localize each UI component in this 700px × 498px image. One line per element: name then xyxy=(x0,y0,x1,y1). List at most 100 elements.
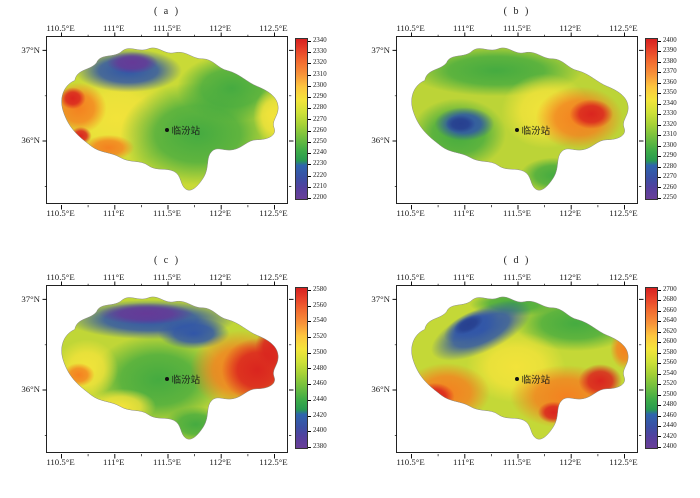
colorbar-tick-label: 2200 xyxy=(308,194,327,202)
colorbar-tick-label: 2340 xyxy=(308,37,327,45)
colorbar-tick-label: 2380 xyxy=(308,443,327,451)
lon-tick-label: 110.5°E xyxy=(396,208,425,218)
lon-tick-label: 112°E xyxy=(559,272,582,282)
lon-tick-label: 112°E xyxy=(559,457,582,467)
panel-a-title: ( a ) xyxy=(153,6,181,17)
lon-tick-label: 111.5°E xyxy=(502,272,532,282)
lon-tick-label: 111°E xyxy=(453,457,475,467)
station-dot-icon xyxy=(164,128,169,133)
panel-d-title: ( d ) xyxy=(503,255,531,266)
colorbar-tick-label: 2340 xyxy=(658,100,677,108)
lon-tick-label: 111.5°E xyxy=(502,457,532,467)
lon-tick-label: 112.5°E xyxy=(259,272,288,282)
lat-tick-label: 36°N xyxy=(371,384,390,394)
colorbar-tick-labels: 2580 2560 2540 2520 2500 2480 2460 2440 2420 2400… xyxy=(308,286,327,451)
panel-a-contour-map xyxy=(61,47,279,191)
panel-b-lon-axis-top: 110.5°E 111°E 111.5°E 112°E 112.5°E xyxy=(396,20,638,36)
lat-tick-label: 37°N xyxy=(371,45,390,55)
colorbar-tick-label: 2540 xyxy=(658,370,677,378)
colorbar-tick-label: 2300 xyxy=(658,142,677,150)
station-label: 临汾站 xyxy=(521,127,551,138)
panel-c-lat-axis: 37°N 36°N xyxy=(2,285,46,453)
lon-tick-label: 112.5°E xyxy=(259,208,288,218)
colorbar-tick-label: 2560 xyxy=(658,359,677,367)
colorbar-tick-label: 2520 xyxy=(308,333,327,341)
lon-tick-label: 110.5°E xyxy=(46,457,75,467)
panel-a: ( a ) 110.5°E 111°E 111.5°E 112°E 112.5°E 37… xyxy=(0,0,350,249)
panel-a-map-plot: 临汾站 xyxy=(42,32,294,210)
panel-a-colorbar: 2340 2330 2320 2310 2300 2290 2280 2270 2260 2250… xyxy=(288,36,350,204)
colorbar-tick-label: 2400 xyxy=(308,428,327,435)
colorbar-tick-label: 2420 xyxy=(658,433,677,441)
panel-d-map-plot: 临汾站 xyxy=(392,281,644,459)
lon-tick-label: 112.5°E xyxy=(259,457,288,467)
station-dot-icon xyxy=(514,128,519,133)
colorbar-tick-labels: 2400 2390 2380 2370 2360 2350 2340 2330 2320 2310… xyxy=(658,37,677,202)
panel-c-colorbar: 2580 2560 2540 2520 2500 2480 2460 2440 2420 2400… xyxy=(288,285,350,453)
lat-tick-label: 36°N xyxy=(371,135,390,145)
lon-tick-label: 112.5°E xyxy=(259,23,288,33)
panel-a-lon-axis-bottom: 110.5°E 111°E 111.5°E 112°E 112.5°E xyxy=(46,204,288,220)
colorbar-tick-label: 2600 xyxy=(658,339,677,346)
panel-b-colorbar: 2400 2390 2380 2370 2360 2350 2340 2330 2320 2310… xyxy=(638,36,700,204)
colorbar-tick-label: 2400 xyxy=(658,37,677,45)
lon-tick-label: 112°E xyxy=(209,272,232,282)
lon-tick-label: 112.5°E xyxy=(609,208,638,218)
lon-tick-label: 111°E xyxy=(453,272,475,282)
colorbar-tick-label: 2370 xyxy=(658,69,677,76)
colorbar-tick-label: 2330 xyxy=(658,110,677,118)
panel-d-lat-axis: 37°N 36°N xyxy=(352,285,396,453)
lon-tick-label: 111.5°E xyxy=(502,208,532,218)
panel-a-lon-axis-top: 110.5°E 111°E 111.5°E 112°E 112.5°E xyxy=(46,20,288,36)
colorbar-tick-label: 2210 xyxy=(308,183,327,191)
colorbar-tick-label: 2500 xyxy=(308,349,327,357)
lon-tick-label: 110.5°E xyxy=(396,23,425,33)
colorbar-tick-label: 2580 xyxy=(658,349,677,357)
lon-tick-label: 110.5°E xyxy=(396,457,425,467)
lon-tick-label: 111.5°E xyxy=(152,23,182,33)
colorbar-tick-label: 2360 xyxy=(658,79,677,87)
colorbar-tick-label: 2350 xyxy=(658,90,677,97)
panel-d-colorbar: 2700 2680 2660 2640 2620 2600 2580 2560 2540 2520… xyxy=(638,285,700,453)
colorbar-tick-label: 2480 xyxy=(658,401,677,409)
colorbar-tick-label: 2480 xyxy=(308,365,327,373)
colorbar-gradient xyxy=(295,38,308,200)
panel-d-lon-axis-bottom: 110.5°E 111°E 111.5°E 112°E 112.5°E xyxy=(396,453,638,469)
colorbar-gradient xyxy=(645,287,658,449)
lon-tick-label: 111.5°E xyxy=(152,272,182,282)
lon-tick-label: 111°E xyxy=(453,208,475,218)
colorbar-tick-labels: 2700 2680 2660 2640 2620 2600 2580 2560 2540 2520… xyxy=(658,286,677,451)
panel-d-contour-map xyxy=(411,296,629,440)
colorbar-tick-label: 2440 xyxy=(658,422,677,430)
colorbar-tick-label: 2540 xyxy=(308,318,327,325)
colorbar-tick-label: 2520 xyxy=(658,380,677,388)
lon-tick-label: 112°E xyxy=(209,457,232,467)
colorbar-tick-label: 2660 xyxy=(658,307,677,315)
colorbar-tick-label: 2320 xyxy=(658,121,677,129)
colorbar-tick-label: 2250 xyxy=(658,194,677,202)
panel-d: ( d ) 110.5°E 111°E 111.5°E 112°E 112.5°E 37… xyxy=(350,249,700,498)
colorbar-tick-label: 2260 xyxy=(308,127,327,135)
lon-tick-label: 112°E xyxy=(559,23,582,33)
panel-c-title: ( c ) xyxy=(153,255,181,266)
lon-tick-label: 111°E xyxy=(103,23,125,33)
lon-tick-label: 111.5°E xyxy=(152,457,182,467)
colorbar-gradient xyxy=(645,38,658,200)
panel-c-lon-axis-top: 110.5°E 111°E 111.5°E 112°E 112.5°E xyxy=(46,269,288,285)
colorbar-tick-label: 2300 xyxy=(308,82,327,90)
colorbar-tick-label: 2310 xyxy=(658,131,677,139)
panel-c: ( c ) 110.5°E 111°E 111.5°E 112°E 112.5°E 37… xyxy=(0,249,350,498)
panel-c-map-plot: 临汾站 xyxy=(42,281,294,459)
colorbar-tick-label: 2390 xyxy=(658,48,677,55)
lon-tick-label: 112°E xyxy=(209,23,232,33)
colorbar-tick-label: 2220 xyxy=(308,172,327,180)
station-label: 临汾站 xyxy=(171,376,201,387)
lon-tick-label: 110.5°E xyxy=(396,272,425,282)
colorbar-tick-label: 2580 xyxy=(308,286,327,294)
colorbar-tick-label: 2700 xyxy=(658,286,677,294)
colorbar-tick-labels: 2340 2330 2320 2310 2300 2290 2280 2270 2260 2250… xyxy=(308,37,327,202)
station-dot-icon xyxy=(514,377,519,382)
panel-b-title: ( b ) xyxy=(503,6,531,17)
colorbar-tick-label: 2270 xyxy=(658,173,677,181)
